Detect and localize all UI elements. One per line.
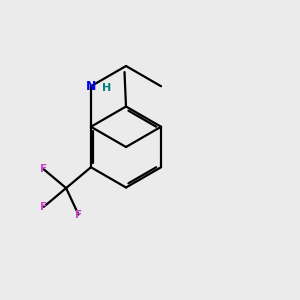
Text: F: F	[75, 209, 82, 220]
Text: F: F	[40, 202, 47, 212]
Text: H: H	[102, 83, 111, 93]
Text: N: N	[86, 80, 96, 93]
Text: F: F	[40, 164, 47, 174]
